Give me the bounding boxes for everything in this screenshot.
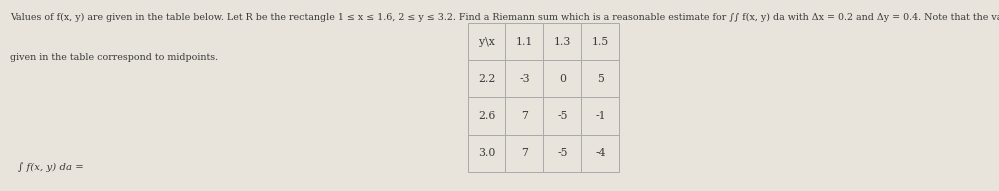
Bar [505, 60, 543, 97]
Bar [505, 135, 543, 172]
Bar [505, 23, 543, 60]
Bar [581, 60, 619, 97]
Text: 7: 7 [521, 111, 527, 121]
Text: 0: 0 [558, 74, 566, 84]
Text: 2.6: 2.6 [478, 111, 496, 121]
Bar [581, 23, 619, 60]
Text: y\x: y\x [479, 36, 495, 47]
Text: 3.0: 3.0 [478, 148, 496, 158]
Bar [543, 97, 581, 135]
Bar [468, 97, 505, 135]
Text: 1.1: 1.1 [515, 36, 533, 47]
Bar [581, 135, 619, 172]
Text: -3: -3 [519, 74, 529, 84]
Text: -4: -4 [595, 148, 605, 158]
Bar [543, 60, 581, 97]
Bar [543, 23, 581, 60]
Bar [505, 97, 543, 135]
Bar [468, 60, 505, 97]
Text: ∫ f(x, y) da =: ∫ f(x, y) da = [18, 162, 84, 172]
Text: 5: 5 [597, 74, 603, 84]
Bar [543, 135, 581, 172]
Bar [581, 97, 619, 135]
Text: 1.5: 1.5 [591, 36, 609, 47]
Text: 2.2: 2.2 [478, 74, 496, 84]
Text: Values of f(x, y) are given in the table below. Let R be the rectangle 1 ≤ x ≤ 1: Values of f(x, y) are given in the table… [10, 13, 999, 23]
Text: 1.3: 1.3 [553, 36, 571, 47]
Text: -5: -5 [557, 148, 567, 158]
Text: given in the table correspond to midpoints.: given in the table correspond to midpoin… [10, 53, 218, 62]
Bar [468, 135, 505, 172]
Text: -1: -1 [595, 111, 605, 121]
Text: 7: 7 [521, 148, 527, 158]
Bar [468, 23, 505, 60]
Text: -5: -5 [557, 111, 567, 121]
